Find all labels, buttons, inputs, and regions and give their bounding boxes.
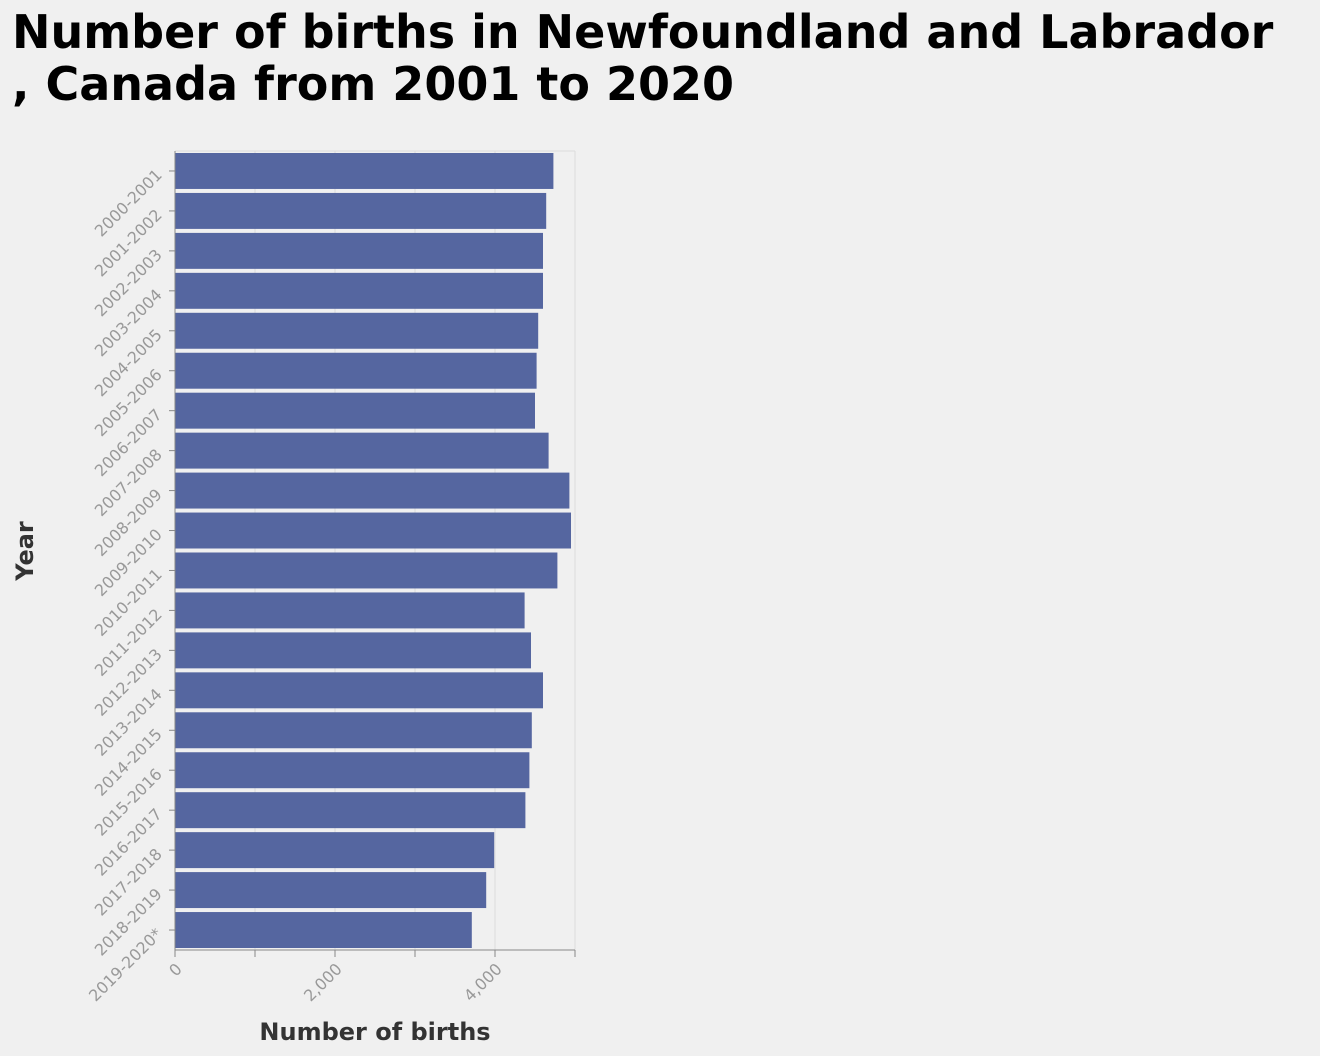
bar-2013-2014	[175, 672, 543, 709]
bar-2004-2005	[175, 312, 539, 349]
bar-2005-2006	[175, 352, 537, 389]
bar-2007-2008	[175, 432, 549, 469]
bar-2000-2001	[175, 152, 554, 189]
bar-2017-2018	[175, 832, 495, 869]
chart-title: Number of births in Newfoundland and Lab…	[12, 6, 1312, 110]
bar-2019-2020*	[175, 912, 472, 949]
y-axis-title: Year	[11, 521, 39, 582]
bar-2001-2002	[175, 192, 547, 229]
bar-2008-2009	[175, 472, 570, 509]
bars	[175, 152, 571, 949]
chart-title-line-1: Number of births in Newfoundland and Lab…	[12, 5, 1274, 59]
bar-2014-2015	[175, 712, 532, 749]
grid-lines	[174, 150, 576, 950]
bar-2011-2012	[175, 592, 525, 629]
bar-2003-2004	[175, 272, 543, 309]
x-tick-label: 0	[165, 959, 186, 980]
bar-2015-2016	[175, 752, 530, 789]
x-tick-label: 2,000	[300, 959, 346, 1005]
bar-2010-2011	[175, 552, 558, 589]
bar-2006-2007	[175, 392, 535, 429]
x-axis-title: Number of births	[259, 1018, 490, 1046]
bar-2009-2010	[175, 512, 571, 549]
bar-2016-2017	[175, 792, 526, 829]
bar-2018-2019	[175, 872, 487, 909]
x-tick-label: 4,000	[460, 959, 506, 1005]
chart-title-line-2: , Canada from 2001 to 2020	[12, 57, 734, 111]
bar-2002-2003	[175, 232, 543, 269]
bar-2012-2013	[175, 632, 531, 669]
